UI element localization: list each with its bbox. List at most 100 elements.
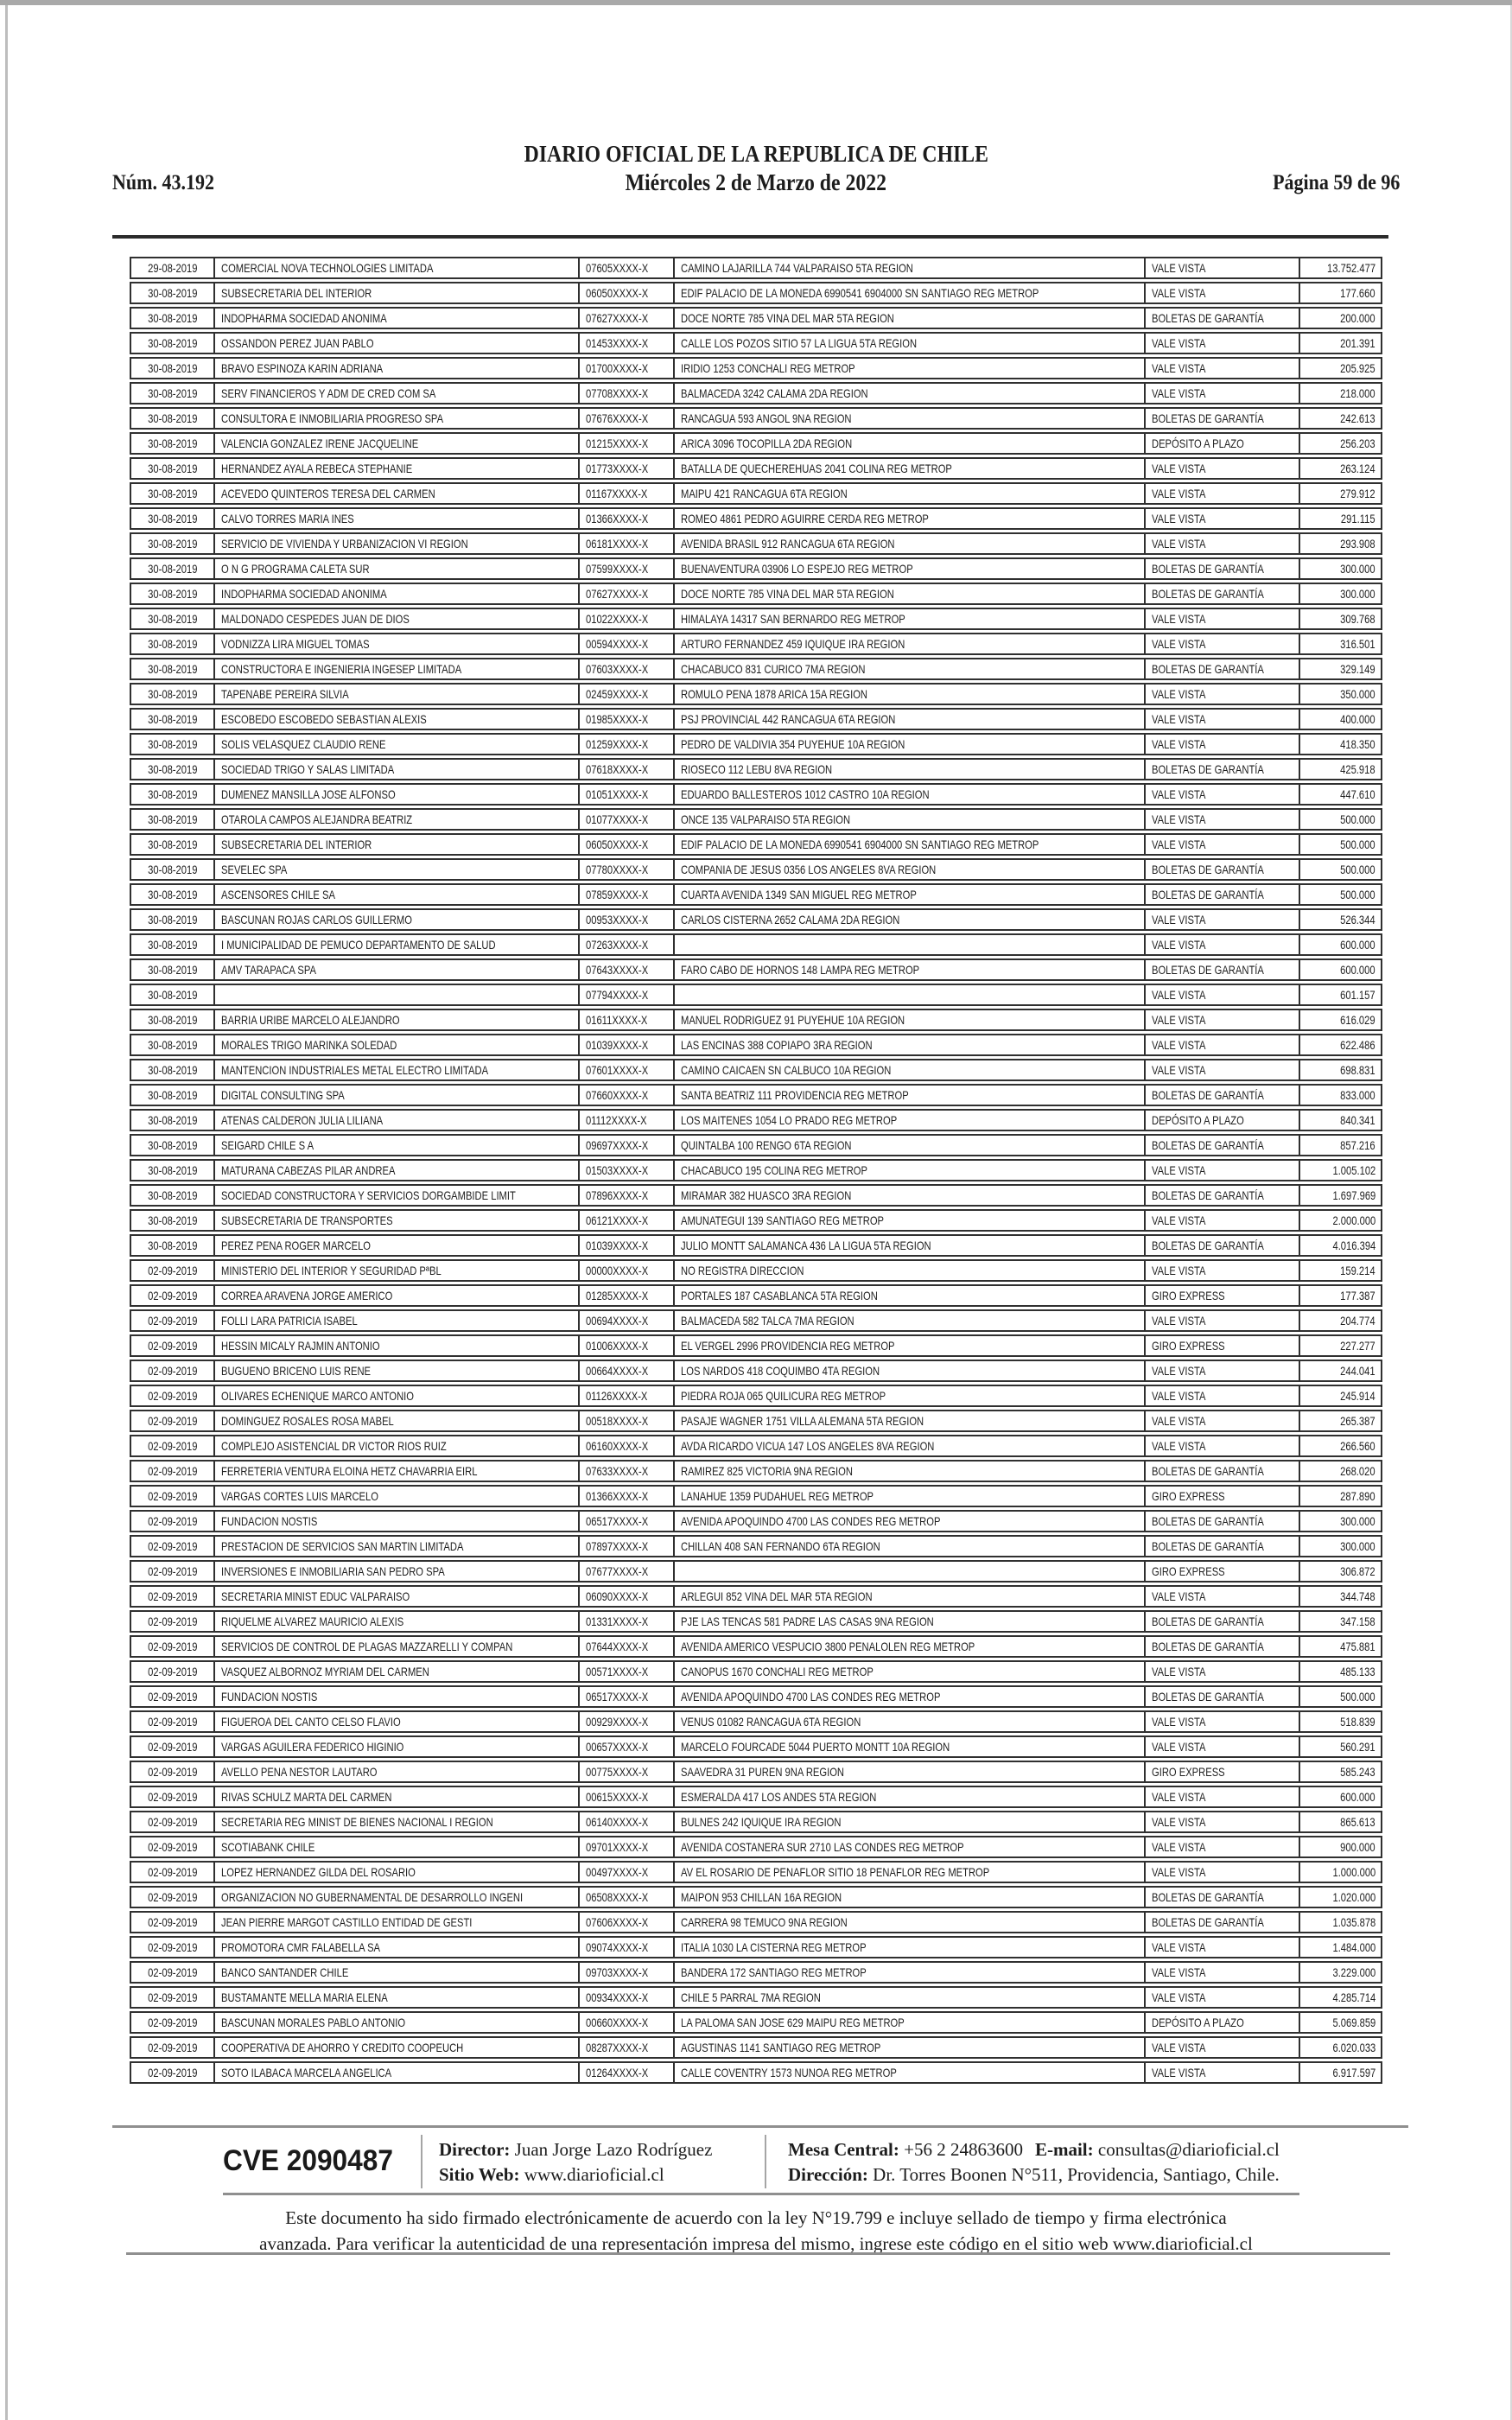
cell-payment-type: VALE VISTA [1143,735,1299,754]
cell-text: LANAHUE 1359 PUDAHUEL REG METROP [681,1489,874,1503]
cell-payment-type: VALE VISTA [1143,334,1299,353]
cell-payment-type: VALE VISTA [1143,985,1299,1004]
table-row: 30-08-2019 O N G PROGRAMA CALETA SUR 07599… [130,557,1382,580]
cell-amount: 698.831 [1299,1060,1381,1079]
table-row: 02-09-2019 BANCO SANTANDER CHILE 09703XXXX… [130,1961,1382,1984]
cell-date: 30-08-2019 [131,1136,213,1155]
table-row: 02-09-2019 FIGUEROA DEL CANTO CELSO FLAVI… [130,1710,1382,1733]
cell-text: 02-09-2019 [147,1289,198,1302]
cell-amount: 268.020 [1299,1462,1381,1481]
cell-text: CONSTRUCTORA E INGENIERIA INGESEP LIMITA… [220,662,461,676]
cell-text: VARGAS CORTES LUIS MARCELO [220,1489,378,1503]
cell-date: 02-09-2019 [131,2063,213,2082]
cell-text: 306.872 [1340,1564,1375,1578]
table-row: 02-09-2019 CORREA ARAVENA JORGE AMERICO 01… [130,1284,1382,1307]
cell-name: MALDONADO CESPEDES JUAN DE DIOS [213,609,578,628]
cell-amount: 309.768 [1299,609,1381,628]
cell-text: 30-08-2019 [147,1138,198,1152]
cell-payment-type: BOLETAS DE GARANTÍA [1143,760,1299,779]
cell-text: 02-09-2019 [147,1339,198,1353]
cell-payment-type: VALE VISTA [1143,935,1299,954]
cell-text: 447.610 [1340,787,1375,801]
cell-date: 30-08-2019 [131,835,213,854]
cell-text: 00000XXXX-X [585,1264,648,1277]
cell-address: ARTURO FERNANDEZ 459 IQUIQUE IRA REGION [673,634,1143,653]
cell-text: 07859XXXX-X [585,888,648,901]
cell-date: 30-08-2019 [131,509,213,528]
cell-address: CAMINO CAICAEN SN CALBUCO 10A REGION [673,1060,1143,1079]
table-row: 02-09-2019 SERVICIOS DE CONTROL DE PLAGAS… [130,1635,1382,1658]
cell-amount: 4.285.714 [1299,1988,1381,2007]
sitio-web-link[interactable]: www.diarioficial.cl [524,2164,664,2185]
cell-name: COOPERATIVA DE AHORRO Y CREDITO COOPEUCH [213,2038,578,2057]
table-row: 30-08-2019 BASCUNAN ROJAS CARLOS GUILLERM… [130,908,1382,931]
cell-text: 02-09-2019 [147,1940,198,1954]
cell-text: 07677XXXX-X [585,1564,648,1578]
cell-text: AVENIDA APOQUINDO 4700 LAS CONDES REG ME… [681,1690,941,1704]
cell-text: VALE VISTA [1151,1865,1206,1879]
footer-bottom-rule [126,2252,1390,2255]
cell-text: 30-08-2019 [147,687,198,701]
cell-address: BULNES 242 IQUIQUE IRA REGION [673,1812,1143,1831]
cell-text: PIEDRA ROJA 065 QUILICURA REG METROP [681,1389,886,1403]
cell-text: LOS MAITENES 1054 LO PRADO REG METROP [681,1113,898,1127]
table-row: 30-08-2019 MATURANA CABEZAS PILAR ANDREA 0… [130,1159,1382,1181]
cell-text: 30-08-2019 [147,837,198,851]
cell-date: 02-09-2019 [131,1562,213,1581]
cell-id: 01366XXXX-X [577,509,674,528]
cell-text: 02-09-2019 [147,1564,198,1578]
cell-text: 30-08-2019 [147,637,198,651]
cell-amount: 526.344 [1299,910,1381,929]
cell-payment-type: BOLETAS DE GARANTÍA [1143,1086,1299,1105]
cell-address: CHILLAN 408 SAN FERNANDO 6TA REGION [673,1537,1143,1556]
cell-text: CALVO TORRES MARIA INES [220,512,354,525]
table-row: 30-08-2019 CONSTRUCTORA E INGENIERIA INGE… [130,658,1382,680]
cell-amount: 600.000 [1299,1787,1381,1806]
cell-address: LANAHUE 1359 PUDAHUEL REG METROP [673,1487,1143,1506]
cell-text: VALE VISTA [1151,512,1206,525]
cell-text: PASAJE WAGNER 1751 VILLA ALEMANA 5TA REG… [681,1414,924,1428]
cell-id: 07859XXXX-X [577,885,674,904]
cell-text: VALE VISTA [1151,1163,1206,1177]
cell-amount: 601.157 [1299,985,1381,1004]
cell-text: 1.484.000 [1332,1940,1375,1954]
table-row: 02-09-2019 BASCUNAN MORALES PABLO ANTONIO… [130,2011,1382,2034]
cell-id: 00497XXXX-X [577,1863,674,1882]
cell-text: SOCIEDAD TRIGO Y SALAS LIMITADA [220,762,394,776]
cell-text: PRESTACION DE SERVICIOS SAN MARTIN LIMIT… [220,1539,464,1553]
cell-date: 30-08-2019 [131,960,213,979]
email-link[interactable]: consultas@diarioficial.cl [1097,2139,1280,2160]
cell-text: 30-08-2019 [147,662,198,676]
cell-text: 400.000 [1340,712,1375,726]
cell-text: GIRO EXPRESS [1151,1289,1225,1302]
cell-text: CHACABUCO 831 CURICO 7MA REGION [681,662,866,676]
cell-payment-type: BOLETAS DE GARANTÍA [1143,1888,1299,1907]
cell-name: BARRIA URIBE MARCELO ALEJANDRO [213,1010,578,1029]
mesa-label: Mesa Central: [788,2139,899,2160]
cell-text: IRIDIO 1253 CONCHALI REG METROP [681,361,855,375]
cell-text: 30-08-2019 [147,562,198,576]
cell-address: AMUNATEGUI 139 SANTIAGO REG METROP [673,1211,1143,1230]
cell-text: 07676XXXX-X [585,411,648,425]
cell-address: MARCELO FOURCADE 5044 PUERTO MONTT 10A R… [673,1737,1143,1756]
cell-name: SECRETARIA REG MINIST DE BIENES NACIONAL… [213,1812,578,1831]
cell-amount: 344.748 [1299,1587,1381,1606]
cell-text: 600.000 [1340,938,1375,952]
gazette-date: Miércoles 2 de Marzo de 2022 [625,169,887,195]
cell-text: COMPLEJO ASISTENCIAL DR VICTOR RIOS RUIZ [220,1439,447,1453]
cell-id: 01022XXXX-X [577,609,674,628]
cell-name: BRAVO ESPINOZA KARIN ADRIANA [213,359,578,378]
cell-text: 201.391 [1340,336,1375,350]
table-row: 30-08-2019 SOCIEDAD TRIGO Y SALAS LIMITAD… [130,758,1382,780]
cell-name: SEVELEC SPA [213,860,578,879]
cell-text: 00497XXXX-X [585,1865,648,1879]
cell-text: 30-08-2019 [147,286,198,300]
cell-text: PROMOTORA CMR FALABELLA SA [220,1940,380,1954]
cell-payment-type: VALE VISTA [1143,1587,1299,1606]
cell-text: RIOSECO 112 LEBU 8VA REGION [681,762,833,776]
cell-name: SERV FINANCIEROS Y ADM DE CRED COM SA [213,384,578,403]
cell-text: 00929XXXX-X [585,1715,648,1729]
cell-text: SANTA BEATRIZ 111 PROVIDENCIA REG METROP [681,1088,909,1102]
cell-text: 425.918 [1340,762,1375,776]
cell-id: 00615XXXX-X [577,1787,674,1806]
